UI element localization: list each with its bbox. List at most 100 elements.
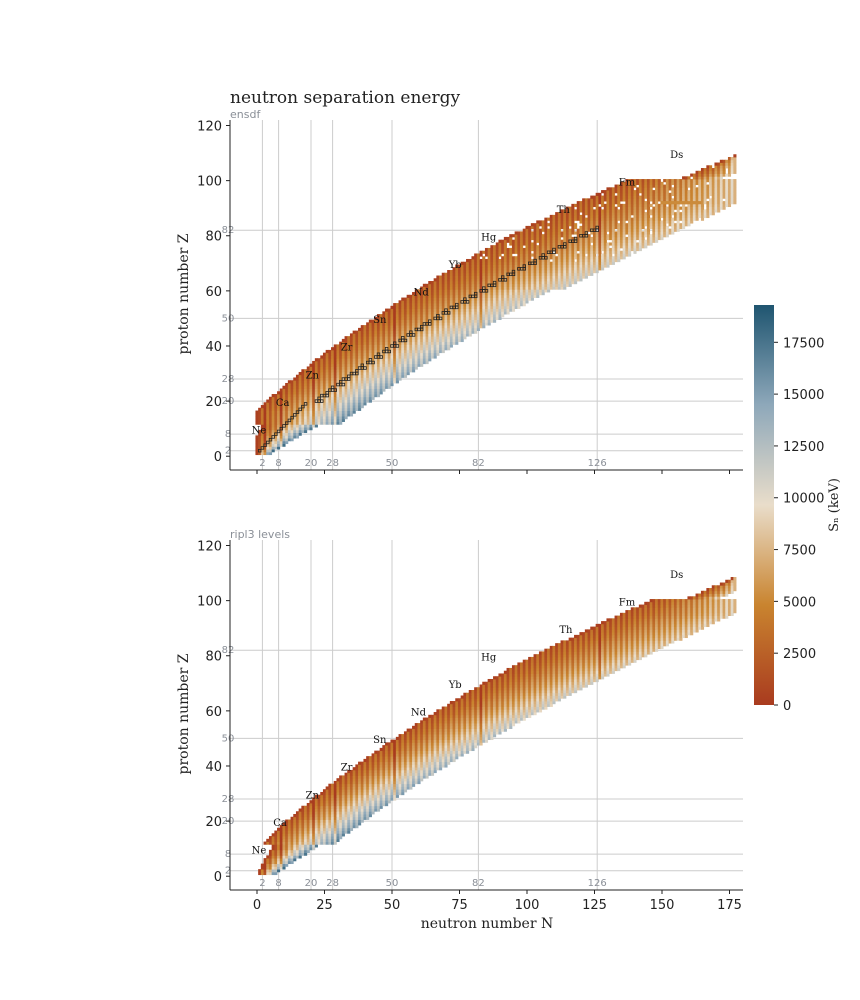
heatmap-cell <box>487 297 491 301</box>
heatmap-cell <box>668 220 672 224</box>
heatmap-cell <box>503 297 507 301</box>
heatmap-cell <box>611 212 615 216</box>
heatmap-cell <box>487 316 491 321</box>
heatmap-cell <box>417 308 421 312</box>
heatmap-cell <box>320 380 324 384</box>
heatmap-cell <box>609 258 613 263</box>
heatmap-cell <box>706 192 710 196</box>
heatmap-cell <box>614 209 618 213</box>
heatmap-cell <box>455 289 459 293</box>
heatmap-cell <box>549 245 553 249</box>
heatmap-cell <box>322 371 327 376</box>
heatmap-cell <box>266 410 270 414</box>
heatmap-cell <box>482 275 486 279</box>
heatmap-cell <box>657 220 661 224</box>
heatmap-cell <box>520 272 524 276</box>
heatmap-cell <box>441 314 445 318</box>
heatmap-cell <box>517 247 521 252</box>
heatmap-cell <box>706 195 710 199</box>
heatmap-cell <box>344 410 348 414</box>
heatmap-cell <box>301 413 305 417</box>
heatmap-cell <box>563 247 567 252</box>
heatmap-cell <box>590 220 594 224</box>
heatmap-cell <box>425 352 429 356</box>
heatmap-cell <box>322 380 327 384</box>
heatmap-cell <box>625 236 629 241</box>
heatmap-cell <box>668 187 672 191</box>
heatmap-cell <box>468 322 472 326</box>
heatmap-cell <box>493 294 497 298</box>
heatmap-cell <box>679 217 683 221</box>
heatmap-cell <box>514 275 518 279</box>
heatmap-cell <box>692 217 696 221</box>
magic-label-z: 28 <box>222 374 235 385</box>
heatmap-cell <box>271 394 275 398</box>
heatmap-cell <box>582 214 586 219</box>
heatmap-cell <box>484 314 489 318</box>
heatmap-cell <box>517 272 521 276</box>
heatmap-cell <box>463 270 467 274</box>
heatmap-cell <box>679 212 683 216</box>
heatmap-cell <box>525 234 529 238</box>
heatmap-cell <box>517 270 521 274</box>
heatmap-cell <box>331 380 335 384</box>
heatmap-cell <box>460 292 464 296</box>
heatmap-cell <box>525 289 529 293</box>
heatmap-cell <box>279 852 283 856</box>
heatmap-cell <box>268 432 273 436</box>
heatmap-cell <box>617 239 621 243</box>
stable-marker <box>473 291 478 296</box>
heatmap-cell <box>279 388 283 392</box>
heatmap-cell <box>460 305 464 309</box>
heatmap-cell <box>598 209 602 213</box>
heatmap-cell <box>682 190 686 194</box>
heatmap-cell <box>441 294 445 298</box>
stable-marker <box>268 437 273 442</box>
heatmap-cell <box>536 236 540 241</box>
heatmap-cell <box>298 391 302 395</box>
heatmap-cell <box>638 214 642 219</box>
heatmap-cell <box>374 391 378 395</box>
heatmap-cell <box>595 247 599 252</box>
heatmap-cell <box>309 844 313 848</box>
heatmap-cell <box>368 338 372 343</box>
heatmap-cell <box>544 223 548 227</box>
heatmap-cell <box>476 319 480 323</box>
heatmap-cell <box>568 236 572 241</box>
heatmap-cell <box>495 300 499 304</box>
heatmap-cell <box>352 399 356 403</box>
heatmap-cell <box>633 247 637 252</box>
heatmap-cell <box>652 217 656 221</box>
heatmap-cell <box>682 181 686 185</box>
heatmap-cell <box>479 275 483 279</box>
heatmap-cell <box>501 283 505 287</box>
heatmap-cell <box>301 394 305 398</box>
heatmap-cell <box>271 860 275 865</box>
heatmap-cell <box>447 311 451 315</box>
heatmap-cell <box>436 308 440 312</box>
heatmap-cell <box>520 253 524 257</box>
heatmap-cell <box>390 336 394 340</box>
heatmap-cell <box>341 407 345 411</box>
heatmap-cell <box>430 294 435 298</box>
heatmap-cell <box>574 264 578 268</box>
heatmap-cell <box>490 305 494 309</box>
heatmap-cell <box>617 225 621 230</box>
heatmap-cell <box>277 405 281 409</box>
heatmap-cell <box>347 369 351 373</box>
heatmap-cell <box>314 396 318 400</box>
stable-marker <box>533 258 537 263</box>
heatmap-cell <box>574 281 578 285</box>
heatmap-cell <box>287 432 291 436</box>
heatmap-cell <box>263 860 267 865</box>
heatmap-cell <box>366 360 370 365</box>
heatmap-cell <box>673 192 678 196</box>
heatmap-cell <box>703 198 707 202</box>
heatmap-cell <box>682 198 686 202</box>
heatmap-cell <box>312 371 316 376</box>
heatmap-cell <box>436 338 440 343</box>
heatmap-cell <box>541 281 545 285</box>
heatmap-cell <box>339 385 343 389</box>
heatmap-cell <box>514 236 518 241</box>
heatmap-cell <box>439 294 443 298</box>
